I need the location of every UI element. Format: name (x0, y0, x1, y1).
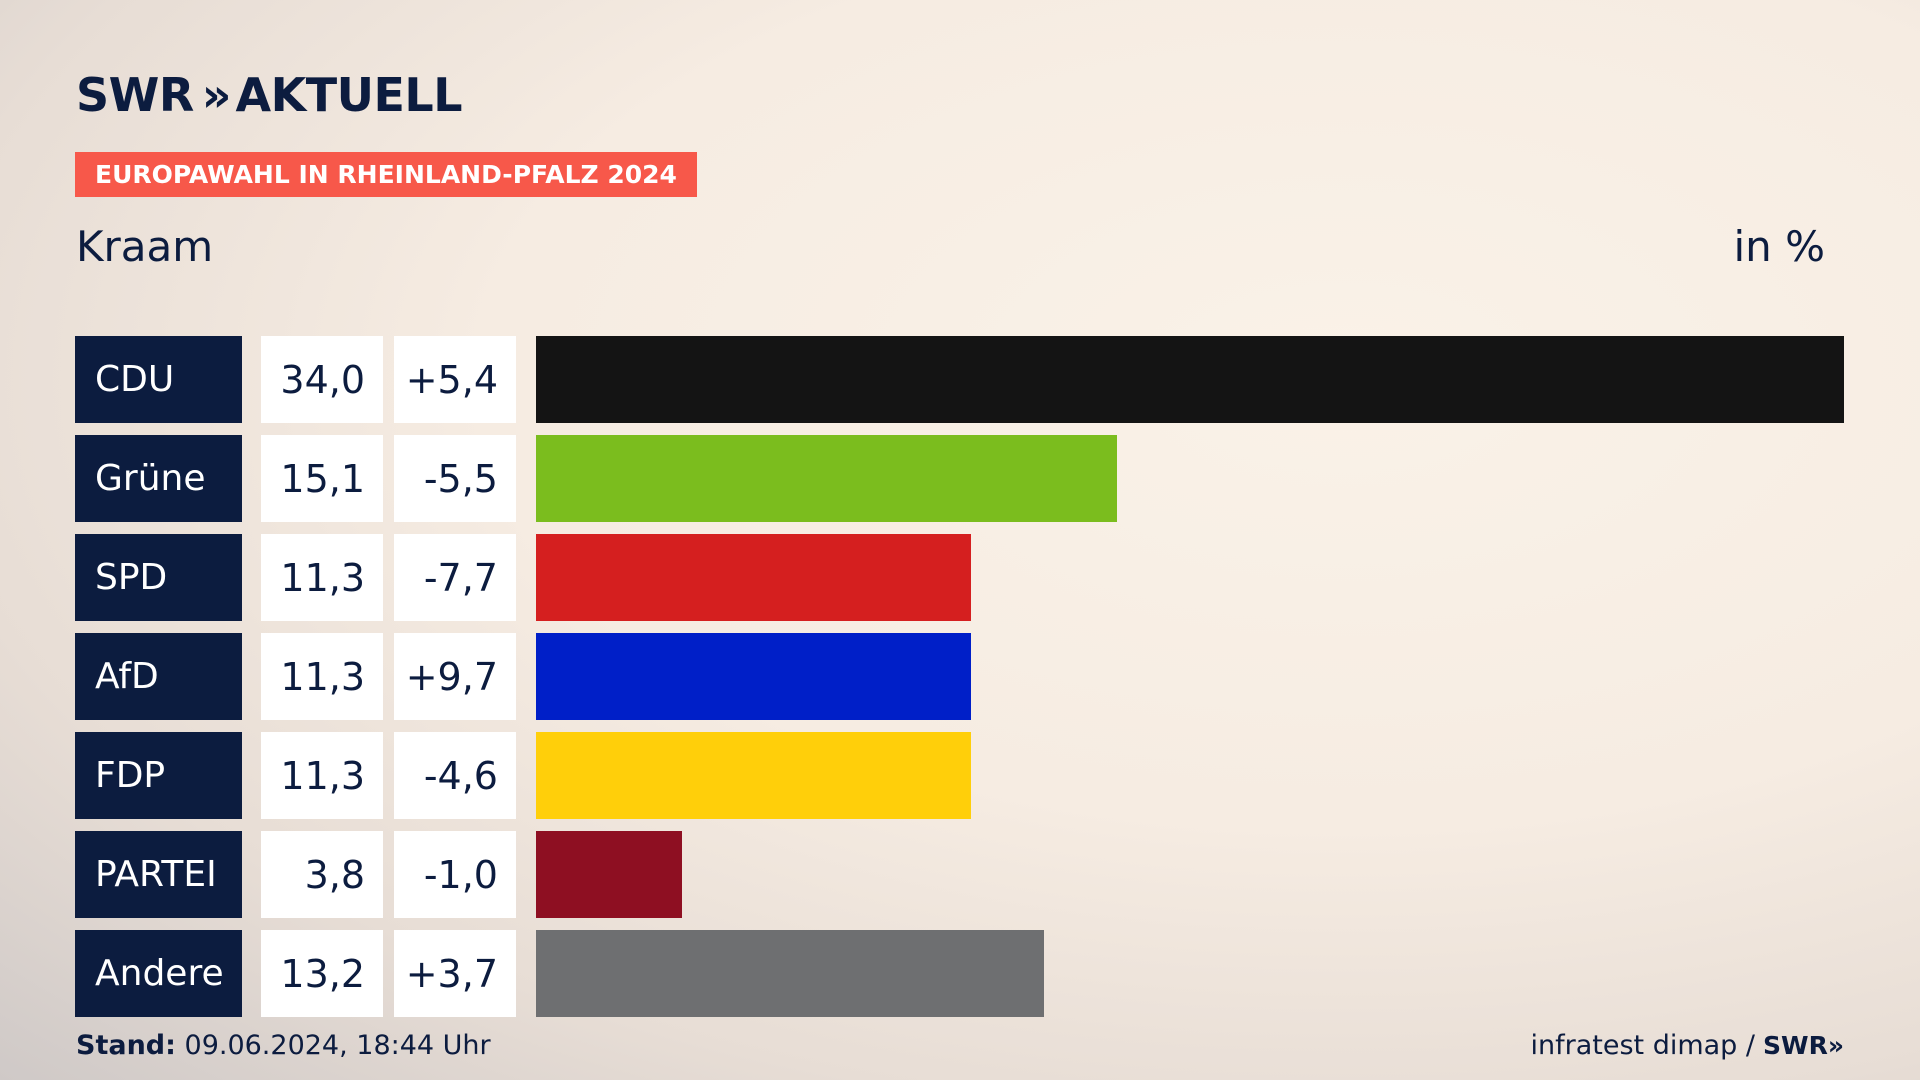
result-row: CDU 34,0 +5,4 (75, 336, 1865, 423)
result-bar (536, 930, 1044, 1017)
vote-share-value: 15,1 (261, 435, 383, 522)
result-row: AfD 11,3 +9,7 (75, 633, 1865, 720)
vote-change-value: -1,0 (394, 831, 516, 918)
vote-share-value: 34,0 (261, 336, 383, 423)
party-label: AfD (75, 633, 242, 720)
vote-share-value: 11,3 (261, 732, 383, 819)
stand-value: 09.06.2024, 18:44 Uhr (184, 1030, 491, 1061)
stand-label: Stand: (76, 1030, 176, 1061)
result-row: SPD 11,3 -7,7 (75, 534, 1865, 621)
source-text: infratest dimap / (1530, 1030, 1756, 1061)
timestamp: Stand: 09.06.2024, 18:44 Uhr (76, 1030, 491, 1061)
unit-label: in % (1733, 222, 1825, 271)
vote-share-value: 13,2 (261, 930, 383, 1017)
vote-share-value: 11,3 (261, 633, 383, 720)
result-bar (536, 435, 1117, 522)
vote-share-value: 3,8 (261, 831, 383, 918)
vote-change-value: +9,7 (394, 633, 516, 720)
result-row: FDP 11,3 -4,6 (75, 732, 1865, 819)
region-title: Kraam (76, 222, 214, 271)
logo-aktuell: AKTUELL (235, 68, 463, 122)
vote-change-value: -4,6 (394, 732, 516, 819)
result-bar (536, 534, 971, 621)
logo-swr: SWR (76, 68, 194, 122)
swr-aktuell-logo: SWR » AKTUELL (76, 68, 463, 122)
result-bar (536, 732, 971, 819)
vote-share-value: 11,3 (261, 534, 383, 621)
result-row: Grüne 15,1 -5,5 (75, 435, 1865, 522)
party-label: Grüne (75, 435, 242, 522)
source-logo: SWR» (1763, 1031, 1844, 1060)
party-label: Andere (75, 930, 242, 1017)
result-row: PARTEI 3,8 -1,0 (75, 831, 1865, 918)
logo-chevron-icon: » (201, 68, 232, 122)
party-label: FDP (75, 732, 242, 819)
vote-change-value: -7,7 (394, 534, 516, 621)
party-label: PARTEI (75, 831, 242, 918)
party-label: CDU (75, 336, 242, 423)
result-bar (536, 336, 1844, 423)
result-bar (536, 633, 971, 720)
vote-change-value: +3,7 (394, 930, 516, 1017)
election-tag: EUROPAWAHL IN RHEINLAND-PFALZ 2024 (75, 152, 697, 197)
vote-change-value: -5,5 (394, 435, 516, 522)
result-row: Andere 13,2 +3,7 (75, 930, 1865, 1017)
source-credit: infratest dimap / SWR» (1531, 1030, 1845, 1061)
party-label: SPD (75, 534, 242, 621)
result-bar (536, 831, 682, 918)
vote-change-value: +5,4 (394, 336, 516, 423)
